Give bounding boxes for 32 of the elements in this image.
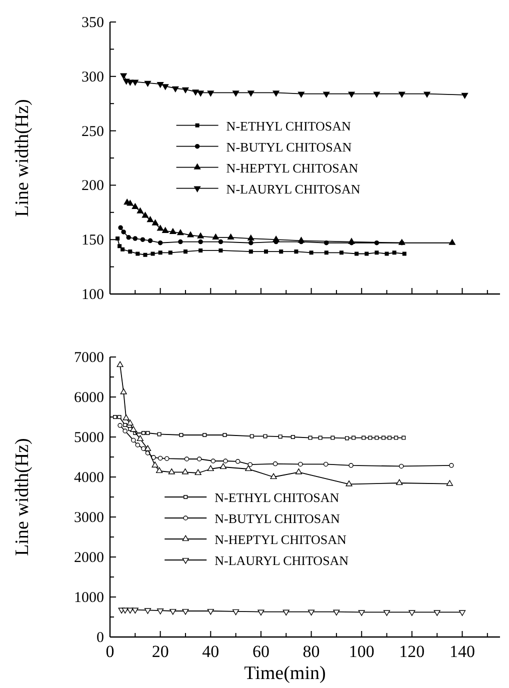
legend-label: N-ETHYL CHITOSAN: [226, 118, 352, 134]
legend-label: N-HEPTYL CHITOSAN: [226, 160, 359, 176]
y-tick-label: 3000: [74, 510, 104, 526]
y-tick-label: 2000: [74, 550, 104, 566]
y-tick-label: 250: [82, 124, 104, 140]
x-tick-label: 60: [252, 642, 270, 661]
x-tick-label: 20: [152, 642, 169, 661]
y-tick-label: 6000: [74, 390, 104, 406]
x-axis-title: Time(min): [244, 663, 326, 684]
legend-label: N-HEPTYL CHITOSAN: [214, 532, 348, 547]
y-tick-label: 7000: [74, 350, 104, 366]
x-tick-label: 40: [202, 642, 220, 661]
y-tick-label: 0: [96, 630, 104, 646]
y-tick-label: 1000: [74, 590, 104, 606]
y-tick-label: 5000: [74, 430, 104, 446]
legend-label: N-BUTYL CHITOSAN: [226, 139, 352, 154]
legend-label: N-LAURYL CHITOSAN: [214, 553, 350, 568]
x-tick-label: 140: [450, 642, 476, 661]
legend-label: N-LAURYL CHITOSAN: [226, 181, 361, 196]
legend-label: N-BUTYL CHITOSAN: [214, 511, 341, 526]
y-tick-label: 150: [82, 232, 104, 249]
y-tick-label: 200: [82, 178, 104, 194]
x-tick-label: 80: [302, 642, 320, 661]
y-tick-label: 300: [82, 69, 104, 86]
y-axis-title: Line width(Hz): [12, 99, 33, 217]
x-tick-label: 100: [348, 642, 374, 661]
y-tick-label: 4000: [74, 470, 104, 486]
y-tick-label: 350: [82, 15, 104, 31]
y-axis-title: Line width(Hz): [12, 438, 33, 556]
y-tick-label: 100: [82, 287, 104, 303]
legend-label: N-ETHYL CHITOSAN: [214, 490, 340, 505]
x-tick-label: 120: [399, 642, 425, 661]
